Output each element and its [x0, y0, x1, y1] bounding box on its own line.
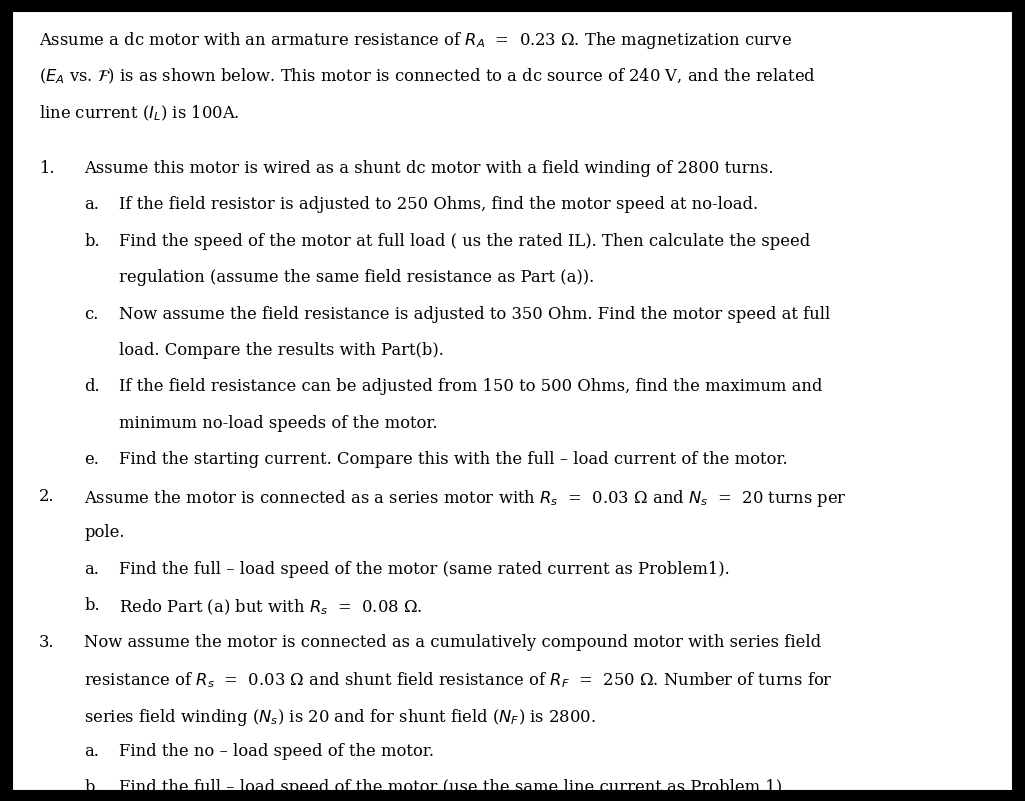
Text: 1.: 1.: [39, 160, 54, 177]
Text: e.: e.: [84, 452, 99, 469]
Text: Assume a dc motor with an armature resistance of $R_A$  =  0.23 Ω. The magnetiza: Assume a dc motor with an armature resis…: [39, 30, 792, 51]
Text: Find the full – load speed of the motor (same rated current as Problem1).: Find the full – load speed of the motor …: [119, 561, 730, 578]
Text: Assume the motor is connected as a series motor with $R_s$  =  0.03 Ω and $N_s$ : Assume the motor is connected as a serie…: [84, 488, 847, 509]
Text: Now assume the field resistance is adjusted to 350 Ohm. Find the motor speed at : Now assume the field resistance is adjus…: [119, 306, 830, 323]
Text: minimum no-load speeds of the motor.: minimum no-load speeds of the motor.: [119, 415, 438, 432]
Text: a.: a.: [84, 561, 99, 578]
Text: Find the full – load speed of the motor (use the same line current as Problem 1): Find the full – load speed of the motor …: [119, 779, 787, 796]
Text: b.: b.: [84, 779, 99, 796]
Text: regulation (assume the same field resistance as Part (a)).: regulation (assume the same field resist…: [119, 269, 594, 286]
Text: If the field resistor is adjusted to 250 Ohms, find the motor speed at no-load.: If the field resistor is adjusted to 250…: [119, 196, 758, 213]
Text: 2.: 2.: [39, 488, 54, 505]
Text: If the field resistance can be adjusted from 150 to 500 Ohms, find the maximum a: If the field resistance can be adjusted …: [119, 379, 822, 396]
Text: resistance of $R_s$  =  0.03 Ω and shunt field resistance of $R_F$  =  250 Ω. Nu: resistance of $R_s$ = 0.03 Ω and shunt f…: [84, 670, 833, 690]
Text: line current ($I_L$) is 100A.: line current ($I_L$) is 100A.: [39, 103, 240, 123]
FancyBboxPatch shape: [12, 11, 1013, 791]
Text: load. Compare the results with Part(b).: load. Compare the results with Part(b).: [119, 342, 444, 359]
Text: Find the no – load speed of the motor.: Find the no – load speed of the motor.: [119, 743, 434, 760]
Text: c.: c.: [84, 306, 98, 323]
Text: d.: d.: [84, 379, 99, 396]
Text: a.: a.: [84, 743, 99, 760]
Text: Find the starting current. Compare this with the full – load current of the moto: Find the starting current. Compare this …: [119, 452, 787, 469]
Text: ($E_A$ vs. $\mathcal{F}$) is as shown below. This motor is connected to a dc sou: ($E_A$ vs. $\mathcal{F}$) is as shown be…: [39, 67, 816, 87]
Text: b.: b.: [84, 598, 99, 614]
Text: b.: b.: [84, 233, 99, 250]
Text: Find the speed of the motor at full load ( us the rated IL). Then calculate the : Find the speed of the motor at full load…: [119, 233, 810, 250]
Text: series field winding ($N_s$) is 20 and for shunt field ($N_F$) is 2800.: series field winding ($N_s$) is 20 and f…: [84, 706, 596, 727]
Text: pole.: pole.: [84, 525, 125, 541]
Text: Now assume the motor is connected as a cumulatively compound motor with series f: Now assume the motor is connected as a c…: [84, 634, 821, 650]
Text: Assume this motor is wired as a shunt dc motor with a field winding of 2800 turn: Assume this motor is wired as a shunt dc…: [84, 160, 774, 177]
Text: a.: a.: [84, 196, 99, 213]
Text: 3.: 3.: [39, 634, 54, 650]
Text: Redo Part (a) but with $R_s$  =  0.08 Ω.: Redo Part (a) but with $R_s$ = 0.08 Ω.: [119, 598, 422, 617]
